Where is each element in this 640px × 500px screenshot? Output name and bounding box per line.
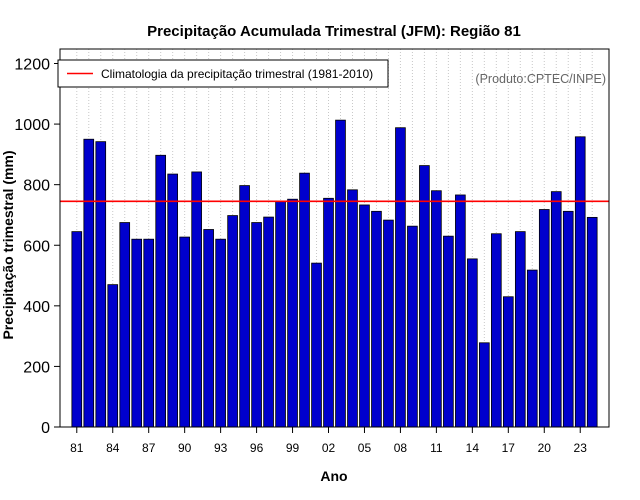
bar-08 — [395, 127, 406, 428]
x-tick-label: 93 — [214, 441, 228, 455]
bar-89 — [167, 173, 178, 428]
y-tick-label: 600 — [23, 238, 50, 255]
bar-94 — [227, 215, 238, 428]
x-tick-label: 14 — [466, 441, 480, 455]
bar-14 — [467, 258, 478, 428]
x-tick-label: 90 — [178, 441, 192, 455]
bar-22 — [562, 210, 574, 428]
bar-93 — [215, 238, 226, 428]
x-tick-label: 96 — [250, 441, 264, 455]
bar-87 — [143, 238, 155, 428]
x-tick-label: 02 — [322, 441, 336, 455]
bar-85 — [119, 222, 131, 428]
bar-88 — [155, 154, 167, 428]
bar-17 — [502, 296, 514, 428]
bar-90 — [179, 236, 190, 428]
y-tick-label: 1200 — [14, 57, 50, 74]
legend: Climatologia da precipitação trimestral … — [57, 59, 389, 88]
x-tick-label: 05 — [358, 441, 372, 455]
x-tick-label: 11 — [430, 441, 443, 455]
bar-81 — [71, 231, 83, 428]
bar-84 — [107, 284, 119, 428]
bar-01 — [311, 262, 322, 428]
bar-18 — [514, 231, 526, 428]
bar-99 — [287, 198, 298, 428]
y-tick-label: 800 — [23, 178, 50, 195]
bar-11 — [431, 190, 442, 428]
x-tick-label: 20 — [538, 441, 552, 455]
grid-layer — [76, 49, 593, 427]
legend-box — [57, 59, 389, 88]
y-axis-label: Precipitação trimestral (mm) — [0, 150, 16, 339]
x-tick-label: 17 — [502, 441, 516, 455]
plot-frame — [59, 48, 610, 428]
bar-95 — [239, 185, 250, 428]
bar-23 — [574, 136, 586, 428]
x-tick-label: 81 — [70, 441, 84, 455]
bar-04 — [347, 189, 358, 428]
x-tick-label: 87 — [142, 441, 156, 455]
y-tick-label: 0 — [41, 420, 50, 437]
x-axis-label: Ano — [320, 468, 347, 484]
bar-03 — [335, 119, 346, 428]
bar-20 — [538, 209, 550, 428]
x-tick-label: 99 — [286, 441, 300, 455]
bar-10 — [419, 165, 430, 428]
product-credit: (Produto:CPTEC/INPE) — [475, 72, 606, 86]
bar-92 — [203, 229, 214, 428]
legend-label: Climatologia da precipitação trimestral … — [101, 67, 373, 81]
bar-96 — [251, 222, 262, 428]
bar-09 — [407, 225, 418, 428]
bar-98 — [275, 200, 286, 428]
bar-19 — [526, 269, 538, 428]
x-axis: 81 84 87 90 93 96 99 02 05 08 11 14 17 20 23 — [70, 427, 587, 455]
x-tick-label: 84 — [106, 441, 120, 455]
bar-97 — [263, 216, 274, 428]
bar-24 — [586, 216, 598, 428]
bar-21 — [550, 191, 562, 428]
bar-12 — [443, 235, 454, 428]
bar-91 — [191, 171, 202, 428]
bars-layer — [71, 119, 598, 428]
x-tick-label: 23 — [574, 441, 588, 455]
bar-15 — [479, 342, 490, 428]
bar-86 — [131, 238, 143, 428]
bar-05 — [359, 204, 370, 428]
bar-02 — [323, 197, 334, 428]
bar-06 — [371, 210, 382, 428]
bar-13 — [455, 194, 466, 428]
bar-16 — [491, 233, 502, 428]
y-tick-label: 200 — [23, 359, 50, 376]
bar-07 — [383, 219, 394, 428]
chart-title: Precipitação Acumulada Trimestral (JFM):… — [147, 23, 521, 40]
x-tick-label: 08 — [394, 441, 408, 455]
bar-00 — [299, 172, 310, 428]
bar-83 — [95, 141, 107, 428]
y-axis: 0 200 400 600 800 1000 1200 — [14, 57, 60, 437]
y-tick-label: 1000 — [14, 117, 50, 134]
bar-82 — [83, 138, 95, 428]
y-tick-label: 400 — [23, 299, 50, 316]
